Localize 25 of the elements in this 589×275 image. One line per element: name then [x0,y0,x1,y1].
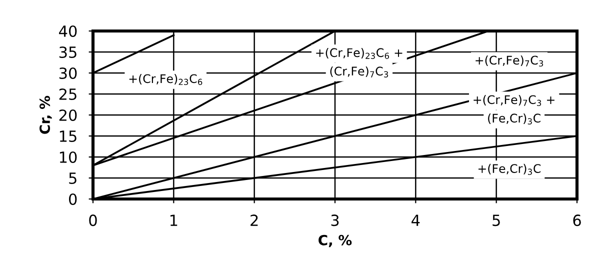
annotation: (Fe,Cr)$_{3}$C [488,113,540,124]
y-tick-label: 10 [60,151,77,164]
x-tick-label: 2 [250,214,258,226]
y-tick-label: 0 [69,193,77,206]
x-tick-label: 3 [331,214,339,226]
annotation: +(Cr,Fe)$_{23}$C$_{6}$ [129,74,202,86]
y-tick-label: 20 [59,109,77,122]
y-tick-label: 40 [59,25,77,38]
annotation: +(Cr,Fe)$_{23}$C$_{6}$ + [316,48,402,59]
y-tick-label: 5 [69,172,76,184]
y-axis-title: Cr, % [40,96,52,134]
annotation: +(Cr,Fe)$_{7}$C$_{3}$ + [474,95,554,106]
y-tick-label: 25 [59,88,76,100]
y-tick-label: 15 [60,130,76,142]
x-axis-title: C, % [318,234,352,248]
x-tick-label: 4 [412,214,420,226]
x-tick-label: 0 [89,214,97,226]
annotation: (Cr,Fe)$_{7}$C$_{3}$ [330,66,388,78]
x-tick-label: 1 [170,214,178,226]
y-tick-label: 35 [59,46,76,58]
y-tick-label: 30 [59,67,77,80]
annotation: +(Cr,Fe)$_{7}$C$_{3}$ [476,56,544,67]
x-tick-label: 6 [573,214,581,226]
annotation: +(Fe,Cr)$_{3}$C [478,164,541,175]
x-tick-label: 5 [492,214,500,226]
